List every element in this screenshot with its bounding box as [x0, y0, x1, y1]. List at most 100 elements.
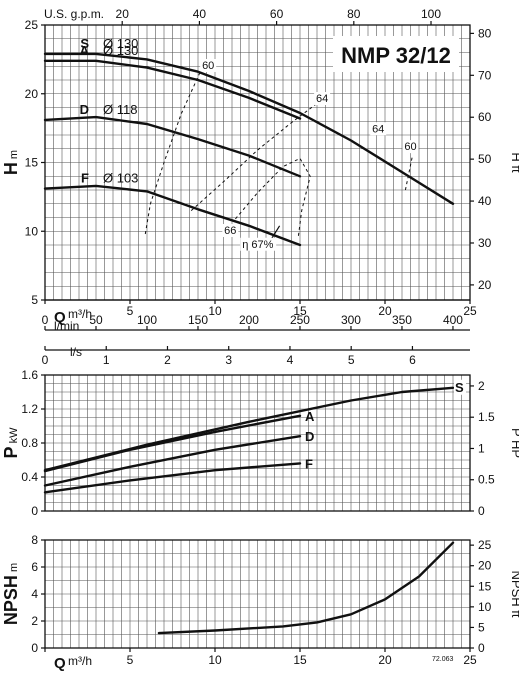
- flow-tick-label: 15: [293, 304, 307, 318]
- right-axis-title: H ft: [509, 152, 519, 173]
- efficiency-iso-label: 60: [202, 60, 214, 72]
- diameter-label: Ø 103: [103, 171, 138, 186]
- x-axis-unit: m³/h: [68, 654, 92, 668]
- power-curve-d: [43, 435, 302, 487]
- y-tick-label: 1.6: [21, 368, 38, 382]
- top-tick-label: 20: [116, 7, 130, 21]
- y-tick-label: 20: [25, 87, 39, 101]
- right-tick-label: 80: [478, 26, 492, 40]
- right-tick-label: 1.5: [478, 410, 495, 424]
- y-tick-label: 2: [31, 614, 38, 628]
- flow-tick-label: 50: [89, 313, 103, 327]
- flow-tick-label: 300: [341, 313, 361, 327]
- y-tick-label: 0.8: [21, 436, 38, 450]
- efficiency-iso-line: [144, 72, 201, 235]
- right-tick-label: 30: [478, 236, 492, 250]
- right-axis-title: P HP: [509, 428, 519, 458]
- diameter-label: Ø 130: [103, 43, 138, 58]
- flow-tick-label: 100: [137, 313, 157, 327]
- efficiency-iso-label: 64: [316, 93, 328, 105]
- right-tick-label: 25: [478, 538, 492, 552]
- y-tick-label: 6: [31, 560, 38, 574]
- diameter-label: Ø 118: [103, 102, 137, 117]
- y-axis-title: H m: [1, 150, 21, 175]
- lmin-axis-unit: l/min: [54, 319, 79, 333]
- top-tick-label: 80: [347, 7, 361, 21]
- y-tick-label: 8: [31, 533, 38, 547]
- right-tick-label: 2: [478, 379, 485, 393]
- power-curve-label: A: [305, 409, 315, 424]
- power-label-bg: [454, 379, 466, 395]
- power-curve-a: [43, 414, 302, 473]
- right-tick-label: 50: [478, 152, 492, 166]
- efficiency-iso-label: 66: [224, 225, 236, 237]
- eta-label-bg: [240, 237, 277, 251]
- chart-title: NMP 32/12: [341, 43, 451, 68]
- y-tick-label: 0.4: [21, 470, 38, 484]
- power-curve-label: D: [305, 429, 314, 444]
- footnote: 72.063: [432, 656, 454, 663]
- right-tick-label: 10: [478, 600, 492, 614]
- flow-axis-title: Q: [54, 309, 66, 326]
- y-tick-label: 10: [25, 224, 39, 238]
- head-curve-d: [43, 115, 302, 178]
- npsh-panel: 0 2 4 6 8 0 5 10 15 20 25 NPSH m NPSH ft 5 10 15 20 25 Q m³…: [1, 533, 519, 672]
- iso-label-bg: [370, 122, 387, 136]
- y-tick-label: 15: [25, 156, 39, 170]
- right-tick-label: 20: [478, 559, 492, 573]
- power-curve-label: F: [305, 456, 313, 471]
- power-curve-label: S: [455, 380, 464, 395]
- x-tick-label: 25: [463, 653, 477, 667]
- head-curve-a: [43, 59, 302, 120]
- right-tick-label: 70: [478, 68, 492, 82]
- flow-tick-label: 10: [208, 304, 222, 318]
- flow-tick-label: 1: [103, 353, 110, 367]
- flow-tick-label: 20: [378, 304, 392, 318]
- right-tick-label: 0.5: [478, 473, 495, 487]
- y-tick-label: 1.2: [21, 402, 38, 416]
- right-tick-label: 0: [478, 504, 485, 518]
- flow-tick-label: 200: [239, 313, 259, 327]
- y-tick-label: 0: [31, 641, 38, 655]
- head-curve-label: D: [80, 102, 89, 117]
- flow-tick-label: 150: [188, 313, 208, 327]
- right-tick-label: 0: [478, 641, 485, 655]
- power-curve-f: [43, 462, 302, 494]
- flow-tick-label: 250: [290, 313, 310, 327]
- y-tick-label: 5: [31, 293, 38, 307]
- efficiency-iso-line: [190, 103, 318, 211]
- right-axis-title: NPSH ft: [509, 571, 519, 618]
- efficiency-pointer: [270, 225, 281, 240]
- flow-tick-label: 0: [42, 313, 49, 327]
- power-panel: 0 0.4 0.8 1.2 1.6 0 0.5 1 1.5 2 P kW P HP S ADF: [1, 368, 519, 518]
- ls-axis-unit: l/s: [70, 345, 82, 359]
- flow-tick-label: 5: [348, 353, 355, 367]
- head-curve-label: A: [80, 43, 90, 58]
- flow-axis-unit: m³/h: [68, 307, 92, 321]
- right-tick-label: 1: [478, 441, 485, 455]
- x-tick-label: 5: [127, 653, 134, 667]
- flow-tick-label: 4: [287, 353, 294, 367]
- x-tick-label: 15: [293, 653, 307, 667]
- top-axis-title: U.S. g.p.m.: [44, 7, 104, 21]
- flow-tick-label: 6: [409, 353, 416, 367]
- flow-tick-label: 400: [443, 313, 463, 327]
- x-tick-label: 10: [208, 653, 222, 667]
- top-tick-label: 40: [193, 7, 207, 21]
- top-tick-label: 60: [270, 7, 284, 21]
- right-tick-label: 15: [478, 579, 492, 593]
- right-tick-label: 40: [478, 194, 492, 208]
- right-tick-label: 20: [478, 278, 492, 292]
- flow-tick-label: 0: [42, 353, 49, 367]
- iso-label-bg: [402, 140, 419, 154]
- y-tick-label: 25: [25, 18, 39, 32]
- head-panel: 5 10 15 20 25 20 30 40 50 60 70 80 H m H ft 20 40 60 80 10…: [1, 7, 519, 307]
- efficiency-label: η 67%: [242, 239, 273, 251]
- flow-tick-label: 3: [225, 353, 232, 367]
- top-tick-label: 100: [421, 7, 441, 21]
- diameter-label: Ø 130: [103, 36, 138, 51]
- x-axis-title: Q: [54, 655, 66, 672]
- x-tick-label: 20: [378, 653, 392, 667]
